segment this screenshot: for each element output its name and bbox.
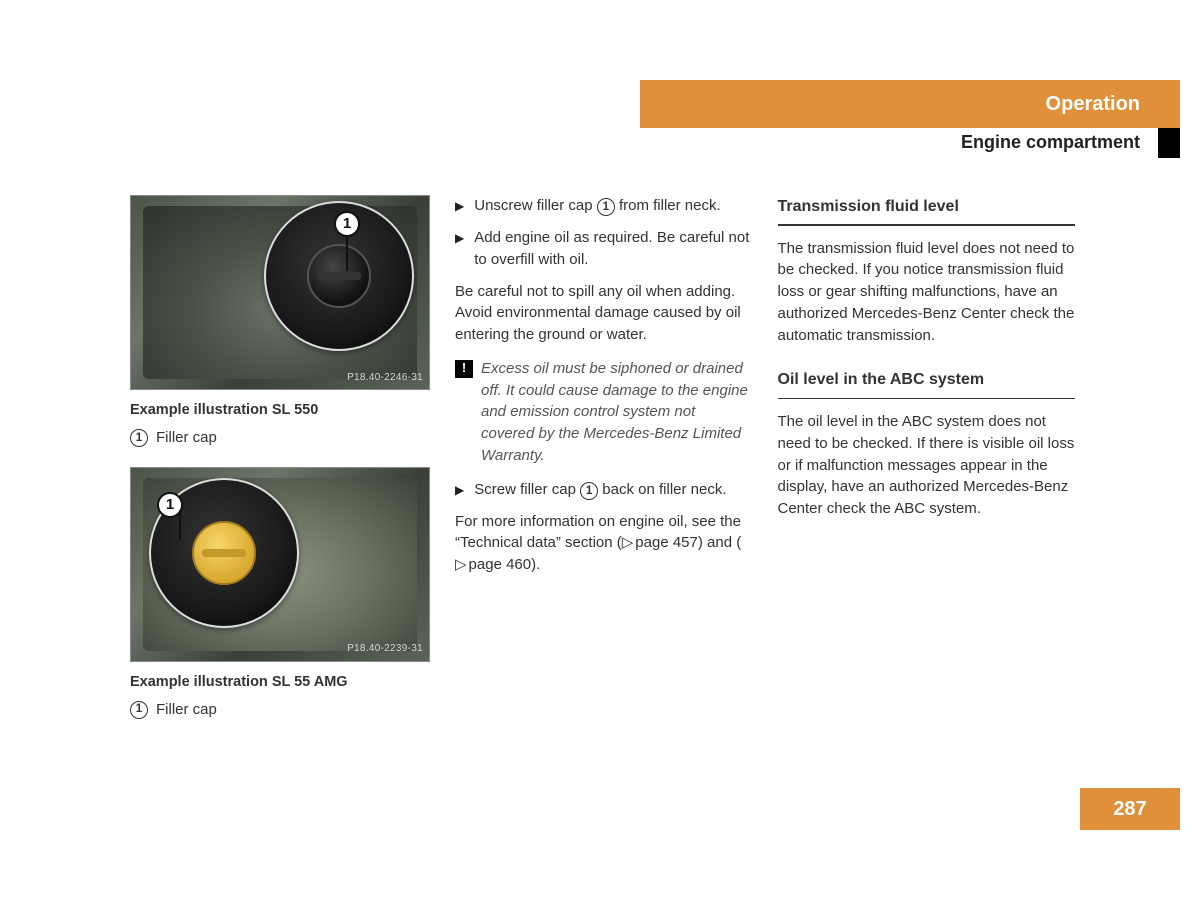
step-text-1a: Unscrew filler cap <box>474 197 597 214</box>
warning-note: ! Excess oil must be siphoned or drained… <box>455 358 753 467</box>
section-title: Engine compartment <box>961 132 1140 153</box>
triangle-icon: ▶ <box>455 227 464 271</box>
paragraph-transmission: The transmission fluid level does not ne… <box>778 238 1076 347</box>
more-info-mid: ) and ( <box>698 534 741 551</box>
step-add-oil: ▶ Add engine oil as required. Be careful… <box>455 227 753 271</box>
chapter-title: Operation <box>1046 93 1140 116</box>
image-code-1: P18.40-2246-31 <box>347 371 423 386</box>
paragraph-more-info: For more information on engine oil, see … <box>455 511 753 576</box>
step-screw-back: ▶ Screw filler cap 1 back on filler neck… <box>455 479 753 501</box>
paragraph-abc: The oil level in the ABC system does not… <box>778 411 1076 520</box>
callout-badge-1: 1 <box>334 211 360 237</box>
legend-label-2: Filler cap <box>156 699 217 721</box>
heading-rule-1 <box>778 224 1076 226</box>
triangle-icon: ▶ <box>455 195 464 217</box>
content-columns: 1 P18.40-2246-31 Example illustration SL… <box>130 195 1075 739</box>
heading-transmission: Transmission fluid level <box>778 195 1076 218</box>
step-text-2: Add engine oil as required. Be careful n… <box>474 227 752 271</box>
step-text-1b: from filler neck. <box>615 197 721 214</box>
illustration-sl550: 1 P18.40-2246-31 <box>130 195 430 390</box>
page-ref-457: ▷ page 457 <box>622 532 698 554</box>
heading-abc: Oil level in the ABC system <box>778 368 1076 391</box>
illustration-sl55amg: 1 P18.40-2239-31 <box>130 467 430 662</box>
side-tab-marker <box>1158 128 1180 158</box>
legend-num-2: 1 <box>130 701 148 719</box>
legend-num-1: 1 <box>130 429 148 447</box>
step-unscrew: ▶ Unscrew filler cap 1 from filler neck. <box>455 195 753 217</box>
heading-rule-2 <box>778 398 1076 400</box>
warning-text: Excess oil must be siphoned or drained o… <box>481 358 753 467</box>
chapter-bar: Operation <box>640 80 1180 128</box>
legend-label-1: Filler cap <box>156 427 217 449</box>
step-text-3b: back on filler neck. <box>598 481 726 498</box>
legend-item-2: 1 Filler cap <box>130 699 430 721</box>
column-2: ▶ Unscrew filler cap 1 from filler neck.… <box>455 195 753 739</box>
inline-callout-1: 1 <box>597 198 615 216</box>
page-ref-460: ▷ page 460 <box>455 554 531 576</box>
image-code-2: P18.40-2239-31 <box>347 642 423 657</box>
paragraph-spill: Be careful not to spill any oil when add… <box>455 281 753 346</box>
caption-1: Example illustration SL 550 <box>130 400 430 421</box>
column-3: Transmission fluid level The transmissio… <box>778 195 1076 739</box>
detail-inset-1: 1 <box>264 201 414 351</box>
page-number: 287 <box>1113 798 1146 821</box>
caption-2: Example illustration SL 55 AMG <box>130 672 430 693</box>
triangle-icon: ▶ <box>455 479 464 501</box>
detail-inset-2: 1 <box>149 478 299 628</box>
column-1: 1 P18.40-2246-31 Example illustration SL… <box>130 195 430 739</box>
section-row: Engine compartment <box>640 128 1180 153</box>
page-number-box: 287 <box>1080 788 1180 830</box>
page-header: Operation Engine compartment <box>640 80 1180 160</box>
more-info-end: ). <box>531 556 540 573</box>
legend-item-1: 1 Filler cap <box>130 427 430 449</box>
inline-callout-2: 1 <box>580 482 598 500</box>
step-text-3a: Screw filler cap <box>474 481 580 498</box>
warning-icon: ! <box>455 360 473 378</box>
